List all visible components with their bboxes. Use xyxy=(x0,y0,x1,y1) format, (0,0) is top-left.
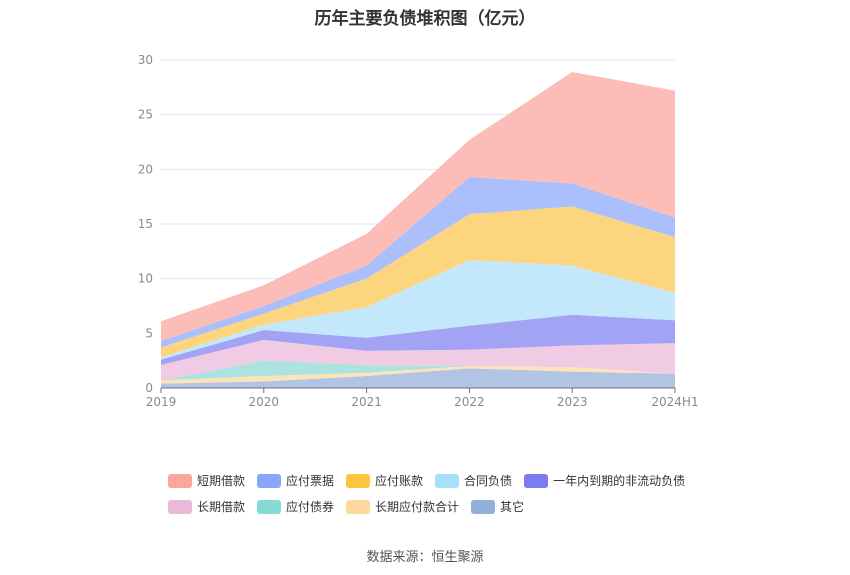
legend-row-1: 短期借款 应付票据 应付账款 合同负债 一年内到期的非流动负债 xyxy=(168,472,728,489)
area-series xyxy=(161,72,675,341)
legend-label: 长期借款 xyxy=(197,500,246,514)
legend-label: 应付账款 xyxy=(375,474,424,488)
area-series xyxy=(161,206,675,358)
legend-item[interactable]: 短期借款 xyxy=(168,472,245,489)
y-tick-label: 30 xyxy=(138,53,153,67)
legend-label: 应付票据 xyxy=(286,474,335,488)
area-series xyxy=(161,366,675,384)
area-series xyxy=(161,176,675,348)
legend-label: 其它 xyxy=(500,500,525,514)
stacked-area-chart: 0 5 10 15 20 25 30 2019 2020 2021 2022 2023 2024H1 xyxy=(138,53,699,409)
legend-swatch xyxy=(168,473,192,488)
legend-item[interactable]: 应付票据 xyxy=(257,472,334,489)
area-series-layer xyxy=(161,72,675,388)
legend-swatch xyxy=(168,499,192,514)
y-tick-label: 0 xyxy=(145,381,153,395)
legend-row-2: 长期借款 应付债券 长期应付款合计 其它 xyxy=(168,498,728,515)
legend-item[interactable]: 其它 xyxy=(471,498,524,515)
y-tick-label: 5 xyxy=(145,326,153,340)
legend: 短期借款 应付票据 应付账款 合同负债 一年内到期的非流动负债 长期借款 应付债券 长期应付… xyxy=(168,472,728,524)
legend-swatch xyxy=(257,473,282,488)
x-tick-label: 2020 xyxy=(249,395,280,409)
y-tick-label: 15 xyxy=(138,217,153,231)
legend-swatch xyxy=(257,499,282,514)
legend-item[interactable]: 应付债券 xyxy=(257,498,334,515)
legend-label: 一年内到期的非流动负债 xyxy=(553,474,686,488)
chart-title: 历年主要负债堆积图（亿元） xyxy=(314,9,536,29)
legend-swatch xyxy=(346,473,371,488)
area-series xyxy=(161,360,675,381)
legend-swatch xyxy=(471,499,496,514)
y-tick-label: 25 xyxy=(138,108,153,122)
x-tick-label: 2019 xyxy=(146,395,177,409)
area-series xyxy=(161,314,675,366)
legend-item[interactable]: 合同负债 xyxy=(435,472,512,489)
legend-label: 应付债券 xyxy=(286,500,335,514)
x-tick-label: 2023 xyxy=(557,395,588,409)
legend-item[interactable]: 一年内到期的非流动负债 xyxy=(524,472,685,489)
legend-item[interactable]: 长期借款 xyxy=(168,498,245,515)
x-tick-label: 2022 xyxy=(454,395,485,409)
x-tick-label: 2021 xyxy=(351,395,382,409)
y-tick-label: 20 xyxy=(138,162,153,176)
x-tick-label: 2024H1 xyxy=(651,395,698,409)
y-tick-label: 10 xyxy=(138,272,153,286)
area-series xyxy=(161,368,675,388)
legend-item[interactable]: 长期应付款合计 xyxy=(346,498,459,515)
legend-swatch xyxy=(435,473,460,488)
legend-swatch xyxy=(346,499,371,514)
legend-swatch xyxy=(524,473,549,488)
legend-label: 长期应付款合计 xyxy=(375,500,460,514)
area-series xyxy=(161,260,675,360)
legend-item[interactable]: 应付账款 xyxy=(346,472,423,489)
source-note: 数据来源：恒生聚源 xyxy=(366,550,484,565)
legend-label: 合同负债 xyxy=(464,474,513,488)
area-series xyxy=(161,339,675,381)
legend-label: 短期借款 xyxy=(197,474,246,488)
axes: 0 5 10 15 20 25 30 2019 2020 2021 2022 2023 2024H1 xyxy=(138,53,699,409)
